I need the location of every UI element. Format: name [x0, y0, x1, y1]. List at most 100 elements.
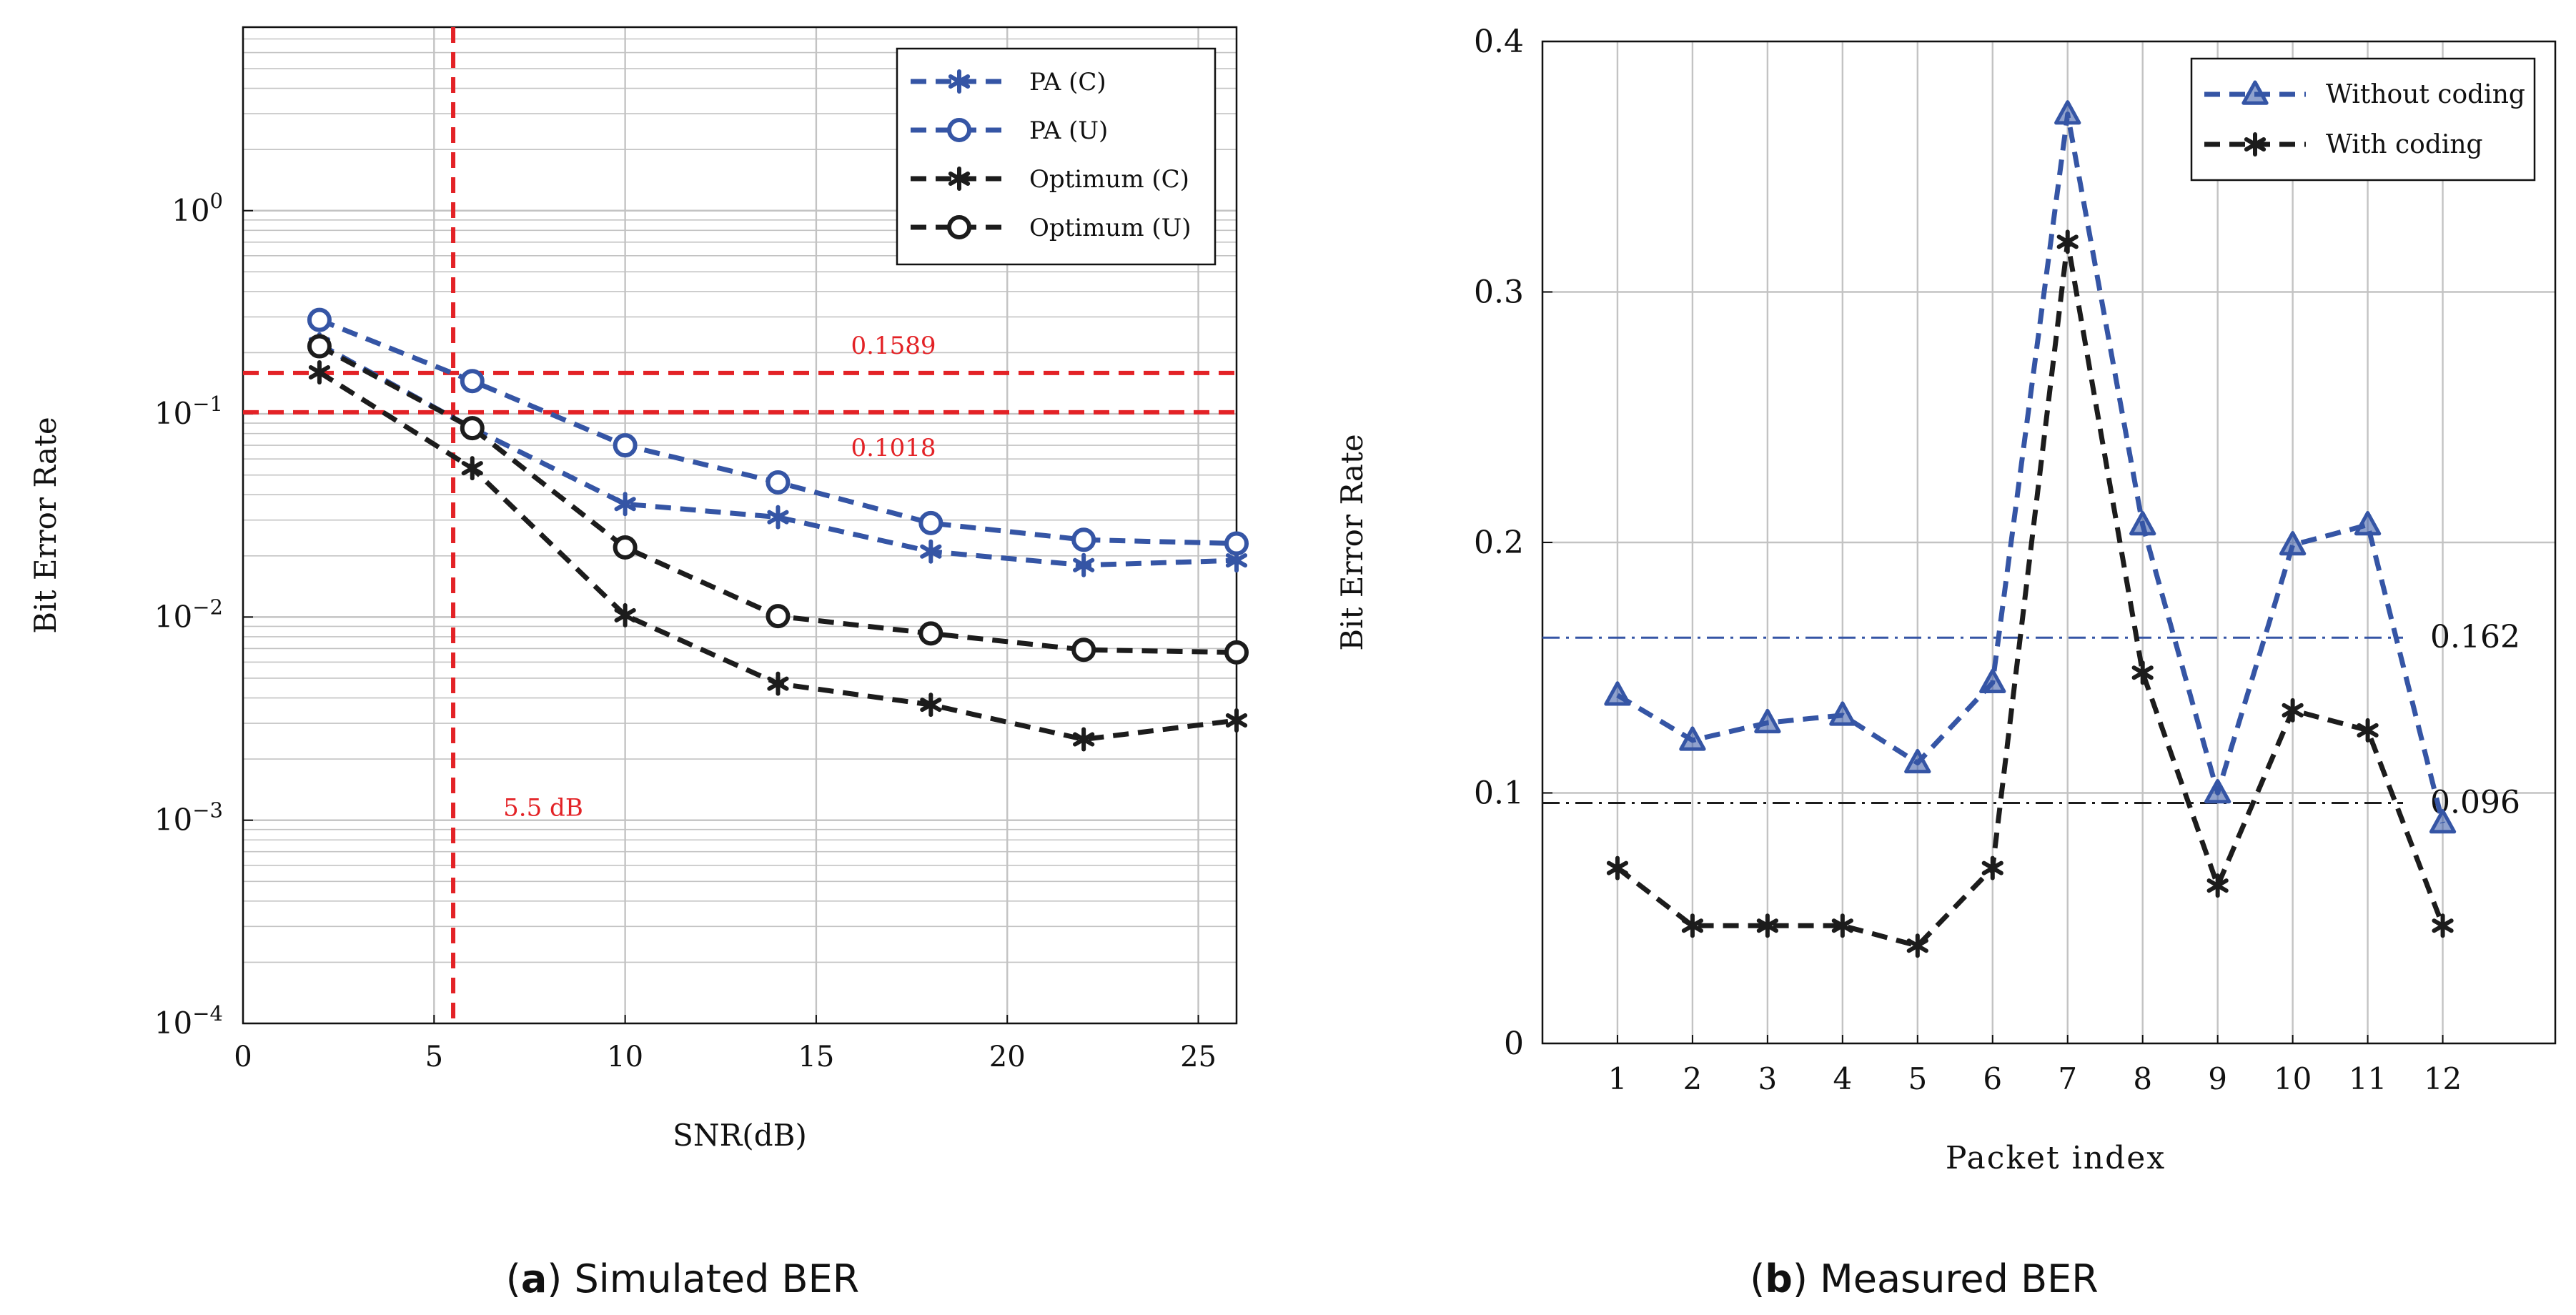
legend-label: PA (U) — [1029, 116, 1108, 145]
data-point-with-coding — [1906, 933, 1928, 958]
y-tick-label: 10−2 — [154, 595, 223, 634]
reference-lines: 0.1589 0.1018 5.5 dB — [243, 27, 1237, 1023]
legend-item-pa-u: PA (U) — [911, 116, 1108, 145]
reference-label-5-5-db: 5.5 dB — [503, 794, 583, 823]
data-point-optimum-c — [308, 360, 331, 385]
data-point-pa-c — [920, 539, 942, 564]
legend: PA (C) PA (U) Optimum (C) Optimum (U) — [896, 47, 1217, 266]
legend-label: Optimum (C) — [1029, 165, 1189, 194]
data-point-without-coding — [2354, 510, 2382, 536]
data-point-optimum-u — [307, 334, 332, 359]
x-tick-label: 2 — [1683, 1061, 1703, 1096]
y-tick-label: 0.3 — [1474, 274, 1524, 311]
data-point-without-coding — [2129, 510, 2156, 536]
data-point-pa-u — [307, 307, 332, 332]
x-tick-label: 1 — [1608, 1061, 1628, 1096]
x-tick-label: 5 — [425, 1041, 443, 1073]
x-tick-label: 5 — [1908, 1061, 1927, 1096]
x-tick-label: 11 — [2349, 1061, 2387, 1096]
legend: Without coding With coding — [2190, 57, 2536, 182]
legend-item-with-coding: With coding — [2204, 130, 2483, 159]
y-tick-label: 0 — [1504, 1026, 1524, 1062]
x-tick-label: 15 — [798, 1041, 834, 1073]
x-tick-label: 6 — [1983, 1061, 2002, 1096]
data-point-optimum-c — [920, 693, 942, 718]
grid-lines — [1542, 40, 2555, 1045]
reference-label-0-1018: 0.1018 — [851, 434, 936, 462]
data-point-pa-u — [766, 470, 791, 495]
series-optimum-c — [308, 360, 1248, 752]
data-point-with-coding — [2056, 229, 2079, 254]
x-tick-label: 25 — [1180, 1041, 1217, 1073]
chart-simulated-ber: 0 5 10 15 20 25 10−4 10−3 10−2 10−1 100 0.1589 0.101… — [28, 26, 1249, 1301]
data-point-without-coding — [1979, 668, 2006, 694]
y-tick-label: 10−1 — [154, 392, 223, 431]
data-point-with-coding — [1756, 913, 1779, 938]
data-point-optimum-c — [614, 602, 636, 627]
data-point-pa-c — [1073, 552, 1095, 577]
data-point-optimum-u — [918, 621, 943, 646]
series-with-coding — [1606, 229, 2454, 958]
data-point-without-coding — [2204, 779, 2231, 804]
x-tick-label: 4 — [1833, 1061, 1852, 1096]
data-point-pa-u — [918, 510, 943, 535]
chart-measured-ber: 1 2 3 4 5 6 7 8 9 10 11 1200.10.20.30.40.1620.096Wi… — [1334, 24, 2557, 1301]
legend-label: Optimum (U) — [1029, 214, 1192, 242]
data-point-without-coding — [1829, 701, 1856, 726]
data-point-pa-u — [1224, 531, 1249, 556]
x-tick-label: 8 — [2133, 1061, 2152, 1096]
data-point-without-coding — [1754, 708, 1781, 734]
data-point-without-coding — [2429, 809, 2457, 834]
reference-label-0-1589: 0.1589 — [851, 332, 936, 360]
legend-marker — [2241, 80, 2269, 105]
data-point-optimum-c — [461, 456, 483, 481]
x-axis-label: Packet index — [1946, 1140, 2166, 1176]
data-point-without-coding — [1904, 748, 1931, 774]
x-tick-label: 20 — [989, 1041, 1026, 1073]
data-point-pa-u — [460, 369, 485, 394]
legend-item-optimum-u: Optimum (U) — [911, 214, 1192, 242]
y-tick-label: 100 — [172, 189, 223, 228]
data-point-pa-c — [614, 492, 636, 517]
x-tick-label: 0 — [234, 1041, 252, 1073]
series-without-coding — [1604, 100, 2457, 834]
y-axis-label: Bit Error Rate — [28, 417, 63, 633]
caption: (b) Measured BER — [1750, 1256, 2099, 1301]
legend-item-without-coding: Without coding — [2204, 80, 2525, 109]
data-point-optimum-u — [766, 604, 791, 629]
data-point-pa-c — [767, 505, 789, 530]
x-tick-label: 10 — [607, 1041, 643, 1073]
data-point-without-coding — [1604, 681, 1631, 706]
data-point-with-coding — [1606, 855, 1629, 880]
data-point-optimum-u — [613, 535, 638, 560]
legend-marker — [2244, 132, 2267, 157]
data-point-optimum-u — [1224, 640, 1249, 665]
x-tick-label: 9 — [2208, 1061, 2227, 1096]
legend-label: Without coding — [2326, 80, 2525, 109]
data-point-without-coding — [2054, 100, 2081, 125]
data-point-without-coding — [1679, 726, 1706, 751]
legend-marker — [948, 69, 971, 94]
legend-box — [2190, 57, 2536, 182]
x-tick-label: 7 — [2058, 1061, 2077, 1096]
x-axis-label: SNR(dB) — [673, 1118, 807, 1153]
data-point-with-coding — [2357, 718, 2379, 743]
series-line-without-coding — [1616, 111, 2445, 824]
data-point-pa-u — [1071, 527, 1096, 552]
series-pa-u — [307, 307, 1249, 556]
data-point-optimum-u — [460, 416, 485, 441]
data-point-pa-u — [613, 433, 638, 458]
x-tick-label: 3 — [1758, 1061, 1778, 1096]
caption: (a) Simulated BER — [506, 1256, 860, 1301]
data-point-with-coding — [2282, 698, 2304, 723]
legend-marker — [948, 167, 971, 191]
data-point-with-coding — [2432, 913, 2454, 938]
y-axis-label: Bit Error Rate — [1334, 434, 1369, 650]
data-point-optimum-c — [1225, 708, 1248, 733]
x-tick-label: 12 — [2424, 1061, 2462, 1096]
legend-label: With coding — [2326, 130, 2483, 159]
legend-label: PA (C) — [1029, 68, 1106, 96]
legend-item-pa-c: PA (C) — [911, 68, 1106, 96]
data-point-with-coding — [2206, 873, 2229, 898]
